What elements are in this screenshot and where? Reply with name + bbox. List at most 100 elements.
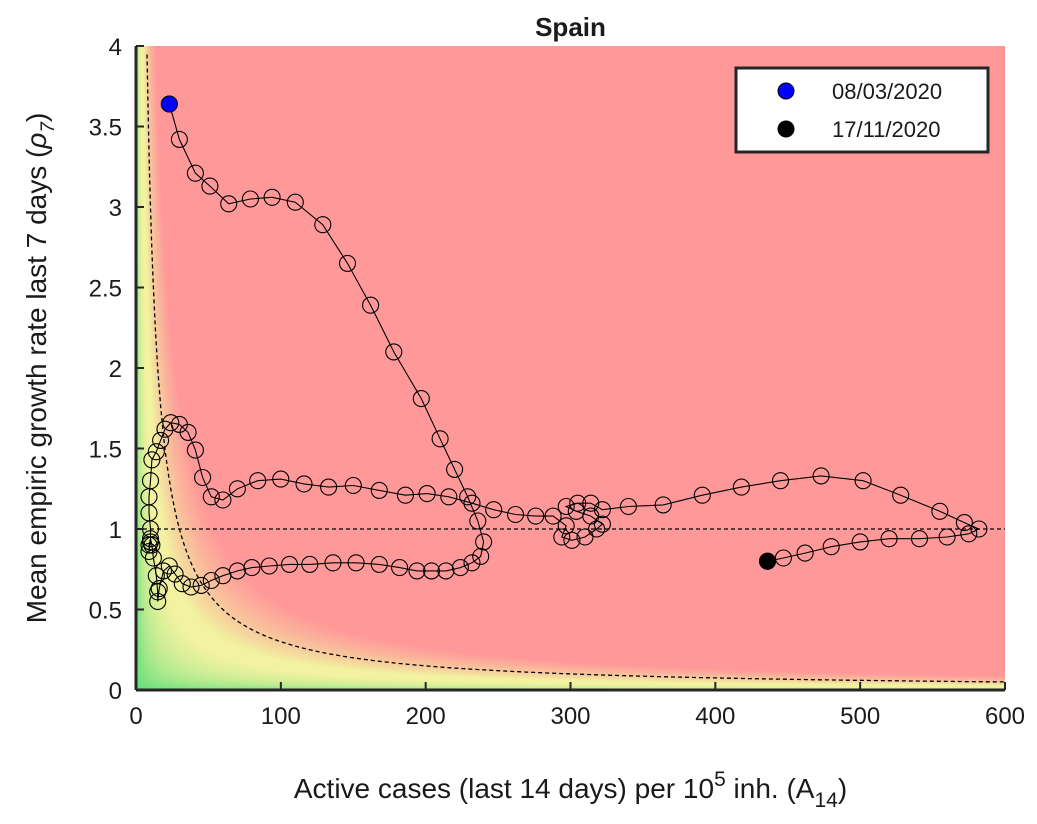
data-point bbox=[314, 216, 332, 234]
data-point bbox=[144, 549, 162, 567]
data-point bbox=[150, 580, 168, 598]
data-point bbox=[910, 530, 929, 548]
data-point bbox=[437, 562, 455, 580]
data-point bbox=[880, 530, 898, 548]
data-point bbox=[732, 478, 750, 496]
legend: 08/03/2020 17/11/2020 bbox=[734, 66, 990, 154]
legend-marker-end bbox=[777, 120, 795, 138]
data-point bbox=[938, 528, 956, 546]
data-point bbox=[249, 472, 267, 490]
y-tick-label: 0.5 bbox=[89, 598, 122, 625]
data-point bbox=[228, 480, 246, 498]
chart-title: Spain bbox=[535, 12, 606, 42]
data-point bbox=[459, 488, 477, 506]
legend-label-start: 08/03/2020 bbox=[832, 79, 942, 104]
data-point bbox=[892, 486, 910, 504]
data-point bbox=[418, 485, 436, 503]
reference-curve-risk-30 bbox=[146, 54, 1005, 683]
y-tick-label: 3.5 bbox=[89, 115, 122, 142]
data-point bbox=[385, 343, 403, 361]
x-axis-label-sub: 14 bbox=[814, 789, 838, 812]
data-point bbox=[194, 468, 212, 487]
data-point bbox=[771, 472, 790, 490]
data-point bbox=[693, 486, 711, 504]
data-point bbox=[192, 576, 210, 594]
y-axis-label-main: Mean empiric growth rate last 7 days ( bbox=[21, 148, 52, 623]
data-point bbox=[485, 501, 503, 519]
data-point bbox=[469, 512, 487, 530]
end-point-marker bbox=[758, 552, 776, 570]
data-point bbox=[955, 514, 973, 532]
x-tick-label: 100 bbox=[261, 703, 301, 730]
data-point bbox=[140, 542, 158, 561]
data-point bbox=[822, 538, 840, 556]
data-point bbox=[463, 554, 481, 572]
data-point bbox=[162, 414, 180, 432]
data-point bbox=[557, 497, 575, 516]
data-point bbox=[170, 130, 188, 148]
x-tick-label: 300 bbox=[550, 703, 590, 730]
data-point bbox=[202, 488, 220, 506]
x-tick-label: 400 bbox=[695, 703, 735, 730]
x-axis-label: Active cases (last 14 days) per 105 inh.… bbox=[294, 768, 847, 812]
data-point bbox=[475, 533, 493, 551]
x-axis-label-main: Active cases (last 14 days) per 10 bbox=[294, 773, 714, 804]
data-point bbox=[582, 494, 600, 512]
data-point bbox=[472, 547, 490, 565]
data-point bbox=[960, 525, 978, 543]
data-point bbox=[619, 497, 637, 516]
data-point bbox=[186, 164, 204, 182]
y-axis-label-greek: ρ bbox=[21, 133, 52, 150]
x-tick-label: 600 bbox=[985, 703, 1025, 730]
data-point bbox=[220, 195, 238, 213]
data-point bbox=[446, 460, 464, 478]
data-point bbox=[263, 188, 281, 206]
data-point bbox=[544, 507, 562, 525]
legend-box bbox=[734, 66, 990, 154]
data-point bbox=[451, 559, 469, 577]
data-point bbox=[506, 505, 525, 524]
data-point bbox=[553, 528, 571, 546]
data-point bbox=[149, 592, 167, 611]
data-point bbox=[147, 443, 165, 461]
y-tick-label: 0 bbox=[109, 678, 122, 705]
data-point bbox=[141, 472, 160, 490]
data-point bbox=[422, 562, 441, 580]
data-point bbox=[260, 557, 278, 575]
data-point bbox=[347, 554, 365, 572]
start-point-marker bbox=[160, 95, 178, 113]
data-point bbox=[796, 544, 814, 562]
data-point bbox=[201, 177, 219, 195]
data-point bbox=[557, 517, 575, 535]
data-point bbox=[431, 430, 449, 448]
x-axis-label-mid: inh. (A bbox=[726, 773, 815, 804]
data-point bbox=[186, 441, 204, 459]
data-point bbox=[214, 491, 232, 509]
x-tick-label: 200 bbox=[406, 703, 446, 730]
data-point bbox=[362, 296, 380, 314]
data-point bbox=[408, 562, 426, 580]
y-axis-label-end: ) bbox=[21, 113, 52, 122]
data-point bbox=[338, 254, 357, 272]
data-point bbox=[272, 470, 290, 488]
data-point bbox=[179, 423, 197, 441]
y-tick-label: 2.5 bbox=[89, 276, 122, 303]
data-point bbox=[286, 193, 304, 211]
data-point bbox=[593, 501, 611, 519]
data-point bbox=[576, 528, 594, 546]
data-point bbox=[320, 478, 338, 496]
data-point bbox=[527, 507, 545, 525]
y-axis-label-sub: 7 bbox=[38, 121, 59, 133]
data-point bbox=[569, 494, 587, 512]
legend-marker-start bbox=[777, 82, 795, 100]
y-tick-label: 1.5 bbox=[89, 437, 122, 464]
data-point bbox=[370, 555, 388, 573]
legend-label-end: 17/11/2020 bbox=[832, 117, 940, 142]
x-axis-label-end: ) bbox=[838, 773, 847, 804]
data-point bbox=[152, 431, 170, 449]
y-tick-label: 3 bbox=[109, 195, 122, 222]
data-point bbox=[141, 530, 160, 548]
data-point bbox=[370, 481, 388, 499]
data-point bbox=[241, 190, 259, 208]
data-point bbox=[563, 531, 581, 549]
